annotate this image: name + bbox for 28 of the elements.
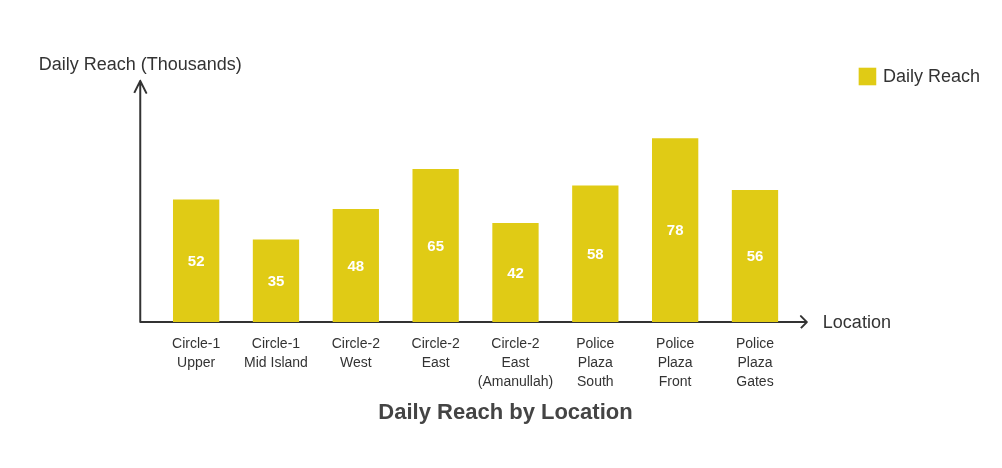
bar — [332, 208, 379, 323]
x-tick-label: Circle-2 East — [411, 334, 460, 370]
data-label: 42 — [507, 263, 524, 281]
bar — [731, 190, 779, 323]
data-label: 48 — [347, 256, 365, 274]
data-label: 58 — [586, 244, 604, 262]
data-label: 35 — [267, 271, 285, 289]
y-axis-title: Daily Reach (Thousands) — [38, 54, 242, 75]
data-label: 56 — [746, 247, 764, 265]
legend-label: Daily Reach — [882, 65, 980, 87]
x-tick-label: Police Plaza Front — [656, 334, 695, 389]
bar — [492, 223, 539, 323]
x-tick-label: Circle-1 Mid Island — [244, 334, 308, 370]
bar — [252, 239, 300, 323]
data-label: 78 — [666, 221, 684, 239]
x-axis-title: Location — [822, 312, 891, 333]
bar — [652, 138, 699, 323]
bar — [172, 199, 220, 323]
bar — [572, 185, 619, 323]
x-tick-label: Police Plaza South — [576, 334, 615, 389]
x-tick-label: Police Plaza Gates — [735, 334, 775, 389]
x-tick-label: Circle-2 West — [331, 334, 381, 370]
data-label: 52 — [187, 251, 205, 269]
x-tick-label: Circle-1 Upper — [172, 334, 221, 370]
x-tick-label: Circle-2 East (Amanullah) — [477, 334, 554, 389]
text: Daily Reach by Location — [378, 398, 633, 424]
data-label: 65 — [427, 236, 444, 254]
bar — [412, 168, 459, 323]
